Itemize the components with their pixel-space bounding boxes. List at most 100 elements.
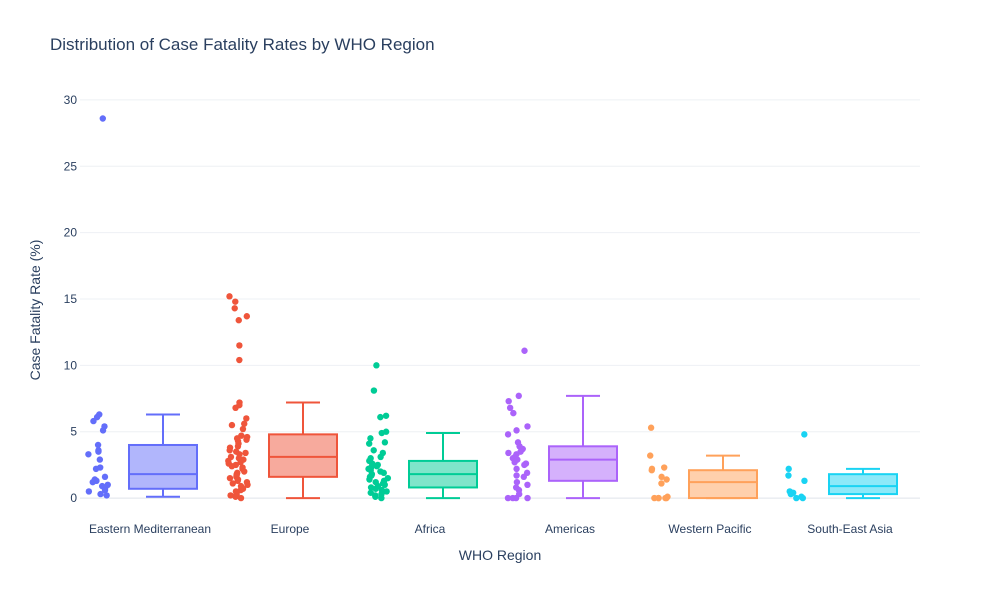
data-point [505,449,512,457]
x-axis-ticks: Eastern Mediterranean Europe Africa America… [89,522,893,536]
data-point [237,494,245,502]
data-point [97,490,104,498]
data-point [231,305,238,312]
y-axis-ticks: 0 5 10 15 20 25 30 [64,93,78,505]
data-point [504,431,512,438]
data-point [372,485,379,492]
data-point [370,387,378,394]
data-point [99,115,107,122]
data-point [787,490,795,498]
data-point [511,459,518,466]
data-point [504,494,512,502]
data-point [101,473,109,481]
data-point [383,488,390,495]
data-point [515,392,522,400]
data-point [236,356,243,364]
data-point [377,413,384,421]
data-point [799,494,806,502]
data-point [658,480,665,487]
data-point [101,486,109,494]
data-point [226,474,234,482]
data-point [510,409,517,417]
data-point [99,427,107,434]
data-point [801,477,808,485]
chart-title: Distribution of Case Fatality Rates by W… [50,35,435,54]
y-tick-label: 0 [70,491,77,505]
data-point [226,447,233,454]
data-point [377,453,384,461]
data-point [382,412,390,419]
x-tick-label: Americas [545,522,595,536]
data-point [232,404,239,412]
data-point [243,436,250,443]
x-tick-label: Western Pacific [668,522,751,536]
data-point [370,447,377,454]
data-point [513,472,520,479]
data-point [373,362,380,369]
data-point [243,313,251,320]
box-body [128,443,198,490]
data-point [243,415,250,422]
series-group [504,347,618,502]
data-point [372,493,379,500]
data-point [801,431,808,438]
data-point [524,494,531,502]
data-point [242,449,249,457]
data-point [793,494,800,502]
box-body [548,445,618,482]
x-tick-label: Eastern Mediterranean [89,522,211,536]
data-point [85,488,93,495]
series-group [365,362,478,502]
data-point [365,440,373,447]
data-point [663,494,670,502]
series-layer [85,115,898,502]
series-group [85,115,198,499]
data-point [237,459,244,466]
y-tick-label: 25 [64,159,78,173]
data-point [513,427,520,434]
data-point [521,461,528,469]
data-point [647,424,655,431]
data-point [513,465,520,473]
data-point [232,493,239,500]
x-axis-title: WHO Region [459,547,541,563]
data-point [103,492,110,499]
data-point [234,477,241,485]
grid-lines [80,99,920,499]
data-point [94,441,102,449]
data-point [785,472,792,479]
y-tick-label: 15 [64,292,78,306]
data-point [226,293,233,300]
data-point [785,465,792,473]
y-tick-label: 10 [64,358,78,372]
box-body [688,469,758,500]
x-tick-label: Africa [415,522,446,536]
data-point [381,439,389,446]
data-point [92,465,100,473]
series-group [647,424,758,502]
data-point [228,463,236,470]
data-point [505,397,512,405]
data-point [229,480,236,487]
y-tick-label: 30 [64,93,78,107]
y-tick-label: 20 [64,226,78,240]
data-point [378,429,385,437]
data-point [513,478,521,486]
data-point [239,425,247,433]
data-point [244,481,251,489]
data-point [524,481,531,489]
data-point [96,456,104,463]
data-point [234,443,242,450]
series-group [225,293,338,502]
y-tick-label: 5 [70,425,77,439]
data-point [521,347,528,354]
data-point [380,469,387,477]
data-point [90,417,97,425]
data-point [661,464,668,471]
data-point [241,468,248,475]
data-point [241,420,248,427]
x-tick-label: Europe [271,522,310,536]
data-point [648,467,655,474]
